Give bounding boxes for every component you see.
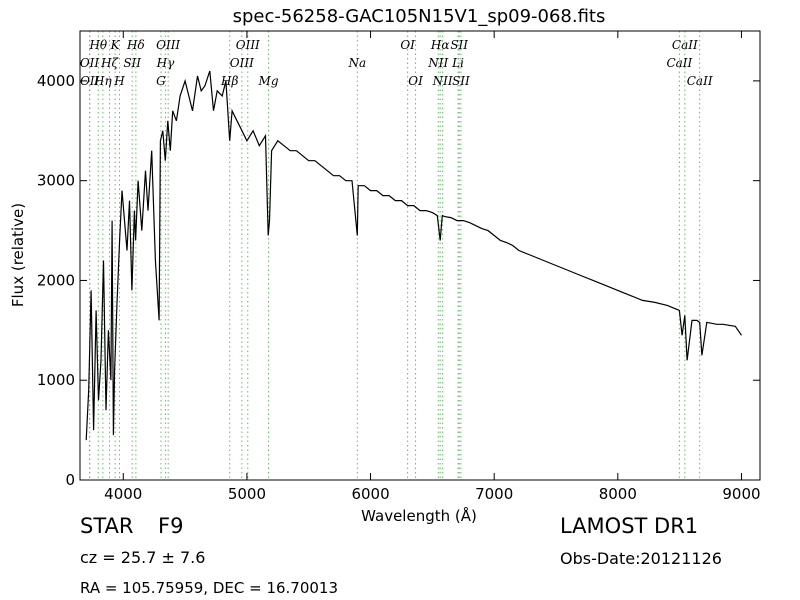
x-axis-label: Wavelength (Å) [361, 506, 477, 525]
spectral-line-label: Hβ [220, 74, 238, 88]
x-tick-label: 6000 [351, 485, 389, 503]
spectral-line-label: CaII [672, 38, 698, 52]
y-axis-ticks: 0 1000 2000 3000 4000 [37, 72, 760, 489]
spectral-line-label: Na [347, 56, 366, 70]
spectral-line-label: H [113, 74, 125, 88]
y-tick-label: 0 [65, 471, 75, 489]
spectral-line-label: CaII [666, 56, 692, 70]
chart-title: spec-56258-GAC105N15V1_sp09-068.fits [233, 6, 606, 27]
x-tick-label: 5000 [228, 485, 266, 503]
spectral-line-label: SII [452, 74, 470, 88]
y-tick-label: 2000 [37, 271, 75, 289]
y-axis-label: Flux (relative) [9, 203, 27, 307]
spectral-line-label: OII [80, 56, 100, 70]
spectral-line-label: Hη [93, 74, 112, 88]
subclass-label: F9 [158, 514, 184, 538]
spectral-lines-layer [89, 31, 701, 480]
spectral-line-label: NII [432, 74, 453, 88]
y-tick-label: 1000 [37, 371, 75, 389]
spectral-line-label: Hγ [156, 56, 175, 70]
survey-label: LAMOST DR1 [560, 514, 699, 538]
spectral-line-label: CaII [687, 74, 713, 88]
spectral-line-label: OIII [236, 38, 260, 52]
y-tick-label: 4000 [37, 72, 75, 90]
spectral-line-label: Hα [430, 38, 450, 52]
y-tick-label: 3000 [37, 172, 75, 190]
spectral-line-label: Li [451, 56, 464, 70]
redshift-label: cz = 25.7 ± 7.6 [80, 548, 206, 567]
x-tick-label: 7000 [475, 485, 513, 503]
spectral-line-label: SII [450, 38, 468, 52]
obs-date-label: Obs-Date:20121126 [560, 549, 722, 568]
spectral-line-label: OII [80, 74, 100, 88]
coordinates-label: RA = 105.75959, DEC = 16.70013 [80, 579, 339, 597]
x-tick-label: 9000 [722, 485, 760, 503]
x-axis-ticks: 4000 5000 6000 7000 8000 9000 [104, 31, 761, 503]
spectral-line-label: OI [408, 74, 423, 88]
spectral-line-label: K [110, 38, 121, 52]
spectral-line-label: Hδ [126, 38, 145, 52]
spectral-line-label: OI [400, 38, 415, 52]
x-tick-label: 4000 [104, 485, 142, 503]
class-label: STAR [80, 514, 134, 538]
plot-frame [79, 30, 761, 481]
spectral-line-label: NII [427, 56, 448, 70]
spectral-line-label: Hθ [88, 38, 107, 52]
spectral-line-label: SII [123, 56, 141, 70]
spectral-line-label: G [156, 74, 166, 88]
spectral-line-label: OIII [156, 38, 180, 52]
spectral-line-label: Mg [258, 74, 279, 88]
spectral-line-label: OIII [230, 56, 254, 70]
spectral-line-label: Hζ [100, 56, 119, 70]
x-tick-label: 8000 [599, 485, 637, 503]
spectrum-line [85, 70, 742, 441]
